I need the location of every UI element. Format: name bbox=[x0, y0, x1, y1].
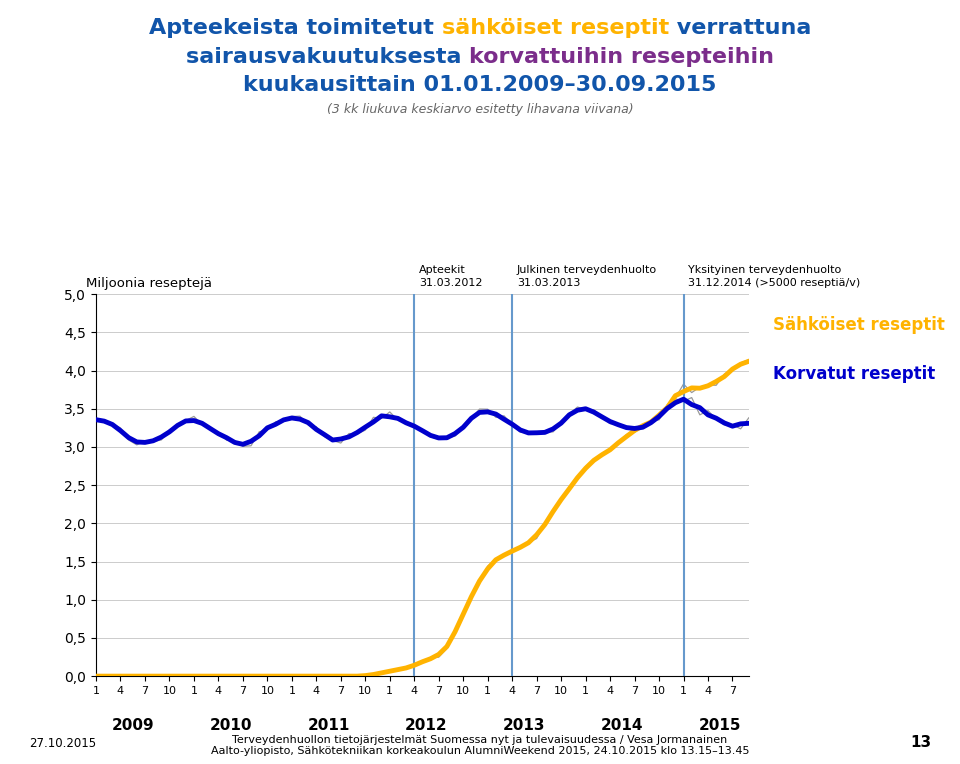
Text: sairausvakuutuksesta: sairausvakuutuksesta bbox=[186, 47, 469, 66]
Text: 2011: 2011 bbox=[307, 718, 349, 733]
Text: Miljoonia reseptejä: Miljoonia reseptejä bbox=[86, 277, 212, 290]
Text: 2014: 2014 bbox=[601, 718, 643, 733]
Text: kuukausittain 01.01.2009–30.09.2015: kuukausittain 01.01.2009–30.09.2015 bbox=[243, 75, 717, 95]
Text: 31.03.2013: 31.03.2013 bbox=[516, 278, 581, 288]
Text: 31.12.2014 (>5000 reseptiä/v): 31.12.2014 (>5000 reseptiä/v) bbox=[688, 278, 860, 288]
Text: 27.10.2015: 27.10.2015 bbox=[29, 737, 96, 750]
Text: Sähköiset reseptit: Sähköiset reseptit bbox=[773, 316, 945, 334]
Text: 2009: 2009 bbox=[111, 718, 154, 733]
Text: (3 kk liukuva keskiarvo esitetty lihavana viivana): (3 kk liukuva keskiarvo esitetty lihavan… bbox=[326, 103, 634, 116]
Text: 13: 13 bbox=[910, 735, 931, 750]
Text: Terveydenhuollon tietojärjestelmät Suomessa nyt ja tulevaisuudessa / Vesa Jorman: Terveydenhuollon tietojärjestelmät Suome… bbox=[232, 735, 728, 745]
Text: 2015: 2015 bbox=[699, 718, 741, 733]
Text: 2012: 2012 bbox=[405, 718, 447, 733]
Text: Apteekeista toimitetut: Apteekeista toimitetut bbox=[149, 18, 442, 38]
Text: Yksityinen terveydenhuolto: Yksityinen terveydenhuolto bbox=[688, 265, 842, 275]
Text: 2013: 2013 bbox=[503, 718, 545, 733]
Text: 2010: 2010 bbox=[209, 718, 252, 733]
Text: verrattuna: verrattuna bbox=[669, 18, 811, 38]
Text: Korvatut reseptit: Korvatut reseptit bbox=[773, 365, 935, 384]
Text: 31.03.2012: 31.03.2012 bbox=[419, 278, 483, 288]
Text: sähköiset reseptit: sähköiset reseptit bbox=[442, 18, 669, 38]
Text: Julkinen terveydenhuolto: Julkinen terveydenhuolto bbox=[516, 265, 657, 275]
Text: Aalto-yliopisto, Sähkötekniikan korkeakoulun AlumniWeekend 2015, 24.10.2015 klo : Aalto-yliopisto, Sähkötekniikan korkeako… bbox=[211, 746, 749, 756]
Text: Apteekit: Apteekit bbox=[419, 265, 466, 275]
Text: korvattuihin resepteihin: korvattuihin resepteihin bbox=[469, 47, 774, 66]
